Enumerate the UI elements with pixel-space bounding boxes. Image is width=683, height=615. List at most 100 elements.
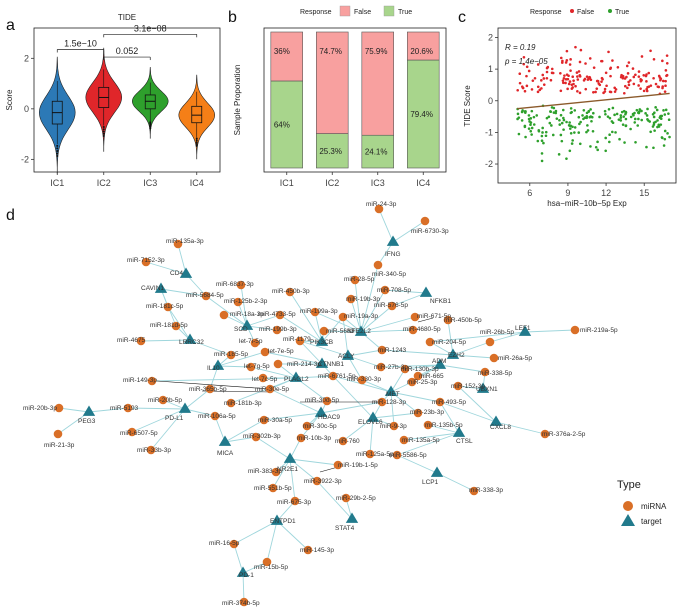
x-ticks: IC1 IC2 IC3 IC4 [50,172,204,188]
point-false [609,66,613,70]
point-true [577,131,581,134]
point-true [637,111,640,115]
node-label-PLAGL2: PLAGL2 [284,376,309,383]
point-true [530,126,534,130]
edge [184,408,216,417]
y-tick-label: 0 [488,96,493,106]
legend: Response False True [300,5,412,17]
mirna-node-miR-4733-5p [275,310,285,320]
point-true [529,123,532,127]
edge [381,349,454,356]
point-true [608,133,611,136]
point-false [586,78,590,81]
edge [404,364,441,370]
mirna-node-miR-576-5p [387,301,397,311]
edge [224,436,257,443]
node-label-miR-106a-5p: miR-106a-5p [198,413,236,420]
point-true [540,152,544,155]
mirna-node-miR-204-5p [425,337,435,347]
edge [390,368,406,393]
edge [242,572,245,603]
node-label-miR-33b-3p: miR-33b-3p [137,447,171,454]
point-false [567,82,571,86]
y-tick-label: 1 [488,64,493,74]
node-label-PD-1: PD-1 [239,572,254,579]
stat-p: p = 1.4e−05 [504,57,548,66]
point-true [619,116,623,119]
point-false [600,59,604,63]
node-label-miR-374b-5p: miR-374b-5p [222,600,260,607]
legend-label: True [398,9,412,16]
point-true [545,116,549,120]
point-false [649,49,652,53]
node-label-miR-16-5p: miR-16-5p [209,540,240,547]
node-label-miR-6507-5p: miR-6507-5p [120,430,158,437]
point-true [613,113,616,117]
point-true [651,112,655,116]
mirna-node-miR-7152-3p [141,257,151,267]
target-node-IL10 [211,359,225,370]
mirna-node-miR-33b-3p [146,445,156,455]
mirna-node-let-7i-5p [250,338,260,348]
node-label-miR-15b-5p: miR-15b-5p [254,564,288,571]
point-true [603,109,607,113]
x-tick-label: IC4 [416,178,430,188]
mirna-node-miR-20b-3p [54,403,64,413]
point-false [592,90,595,94]
mirna-node-miR-130b-3p [400,364,410,374]
outlier-point [56,149,59,152]
edge [447,319,454,356]
point-true [532,115,536,119]
point-true [638,108,642,111]
node-label-miR-28-5p: miR-28-5p [344,276,375,283]
legend-swatch [339,5,351,17]
point-false [588,57,592,60]
point-true [654,106,657,109]
mirna-node-miR-551b-5p [268,483,278,493]
target-node-ENTPD1 [270,514,284,525]
node-label-miR-145-3p: miR-145-3p [300,547,334,554]
edge [272,458,291,489]
point-false [600,80,603,83]
mirna-node-let-7e-5p [260,347,270,357]
edge [347,355,382,368]
mirna-node-miR-10b-3p [296,433,306,443]
node-label-miR-6761-5p: miR-6761-5p [318,373,356,380]
point-true [530,109,534,113]
point-true [516,112,520,116]
point-true [540,139,544,142]
bar-false-IC3 [361,31,394,136]
point-false [545,70,549,74]
point-false [527,69,531,73]
mirna-node-miR-21-3p [53,429,63,439]
mirna-node-miR-26a-5p [489,353,499,363]
edge [230,377,297,404]
point-false [530,88,534,91]
point-false [588,76,592,80]
bar-false-IC1 [270,31,303,82]
outlier-point [56,155,59,157]
point-false [592,66,596,69]
mirna-node-miR-18a-3p [219,310,229,320]
point-false [578,75,582,78]
mirna-node-miR-365b-5p [205,384,215,394]
point-true [611,121,615,125]
x-ticks: IC1 IC2 IC3 IC4 [280,172,430,188]
target-node-CD4 [179,267,193,278]
point-false [578,91,582,95]
outlier-point [56,144,59,147]
node-label-miR-152-3p: miR-152-3p [451,383,485,390]
x-axis-title: hsa−miR−10b−5p Exp [547,199,627,208]
edge [495,421,546,435]
point-false [637,84,640,87]
point-true [569,107,573,110]
point-false [627,83,631,87]
point-true [618,137,621,141]
label-leader [156,380,271,390]
point-false [645,73,648,76]
node-label-NFKB1: NFKB1 [430,298,451,305]
point-false [523,89,527,93]
point-true [573,109,577,112]
point-false [627,61,631,64]
y-axis-title: Sample Proporation [233,65,242,136]
